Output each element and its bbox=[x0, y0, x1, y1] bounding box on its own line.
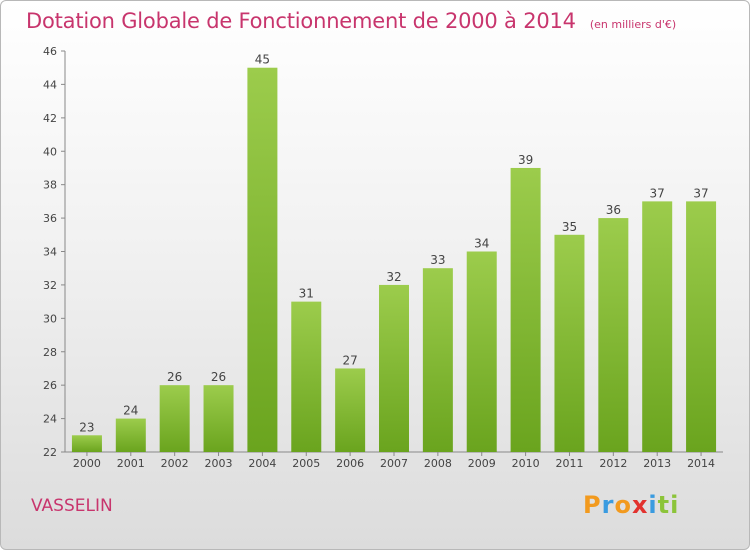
x-tick-label-2007: 2007 bbox=[380, 457, 408, 470]
bar-2011 bbox=[554, 234, 585, 452]
x-tick-label-2004: 2004 bbox=[248, 457, 276, 470]
x-tick-label-2011: 2011 bbox=[555, 457, 583, 470]
data-label-2010: 39 bbox=[518, 153, 533, 167]
bar-2003 bbox=[203, 385, 234, 452]
x-tick-label-2009: 2009 bbox=[468, 457, 496, 470]
bar-2001 bbox=[115, 418, 146, 452]
y-tick-label: 34 bbox=[43, 246, 57, 259]
y-tick-label: 40 bbox=[43, 145, 57, 158]
bar-2010 bbox=[510, 167, 541, 453]
y-tick-label: 46 bbox=[43, 45, 57, 58]
data-label-2006: 27 bbox=[342, 353, 357, 367]
bar-2008 bbox=[422, 268, 453, 452]
chart-title: Dotation Globale de Fonctionnement de 20… bbox=[26, 9, 676, 33]
x-tick-label-2005: 2005 bbox=[292, 457, 320, 470]
chart-subtitle: (en milliers d'€) bbox=[589, 18, 677, 31]
bar-2012 bbox=[598, 218, 629, 452]
proxiti-logo: Proxiti bbox=[583, 491, 680, 519]
data-label-2005: 31 bbox=[299, 287, 314, 301]
bar-2007 bbox=[379, 284, 409, 452]
x-tick-label-2000: 2000 bbox=[73, 457, 101, 470]
bars: 23 24 26 26 45 31 27 32 33 34 39 35 36 37 37 bbox=[71, 53, 717, 453]
commune-name: VASSELIN bbox=[31, 496, 113, 516]
x-tick-label-2003: 2003 bbox=[205, 457, 233, 470]
x-tick-label-2002: 2002 bbox=[161, 457, 189, 470]
data-label-2000: 23 bbox=[79, 420, 94, 434]
data-label-2008: 33 bbox=[430, 253, 445, 267]
bar-2000 bbox=[71, 435, 102, 452]
y-tick-label: 26 bbox=[43, 379, 57, 392]
x-tick-label-2014: 2014 bbox=[687, 457, 715, 470]
y-tick-label: 30 bbox=[43, 312, 57, 325]
axes: 22 24 26 28 30 32 34 36 38 40 42 44 46 2000 2001 2002 20… bbox=[43, 45, 723, 470]
bar-2014 bbox=[686, 201, 717, 452]
x-tick-label-2008: 2008 bbox=[424, 457, 452, 470]
title-text: Dotation Globale de Fonctionnement de 20… bbox=[26, 9, 576, 33]
y-tick-label: 28 bbox=[43, 346, 57, 359]
y-tick-label: 38 bbox=[43, 179, 57, 192]
x-tick-label-2013: 2013 bbox=[643, 457, 671, 470]
data-label-2002: 26 bbox=[167, 370, 182, 384]
data-label-2003: 26 bbox=[211, 370, 226, 384]
data-label-2012: 36 bbox=[606, 203, 621, 217]
x-tick-label-2006: 2006 bbox=[336, 457, 364, 470]
data-label-2001: 24 bbox=[123, 404, 138, 418]
x-tick-label-2010: 2010 bbox=[512, 457, 540, 470]
y-tick-label: 24 bbox=[43, 413, 57, 426]
data-label-2014: 37 bbox=[693, 186, 708, 200]
bar-2009 bbox=[466, 251, 497, 452]
x-tick-label-2012: 2012 bbox=[599, 457, 627, 470]
y-tick-label: 32 bbox=[43, 279, 57, 292]
data-label-2009: 34 bbox=[474, 237, 489, 251]
bar-2006 bbox=[335, 368, 366, 452]
bar-2005 bbox=[291, 301, 322, 452]
data-label-2013: 37 bbox=[650, 186, 665, 200]
bar-2002 bbox=[159, 385, 190, 452]
y-tick-label: 44 bbox=[43, 78, 57, 91]
x-tick-label-2001: 2001 bbox=[117, 457, 145, 470]
y-tick-label: 42 bbox=[43, 112, 57, 125]
bar-2013 bbox=[642, 201, 673, 452]
bar-2004 bbox=[247, 67, 278, 452]
y-tick-label: 22 bbox=[43, 446, 57, 459]
data-label-2011: 35 bbox=[562, 220, 577, 234]
data-label-2007: 32 bbox=[386, 270, 401, 284]
data-label-2004: 45 bbox=[255, 53, 270, 67]
y-tick-label: 36 bbox=[43, 212, 57, 225]
